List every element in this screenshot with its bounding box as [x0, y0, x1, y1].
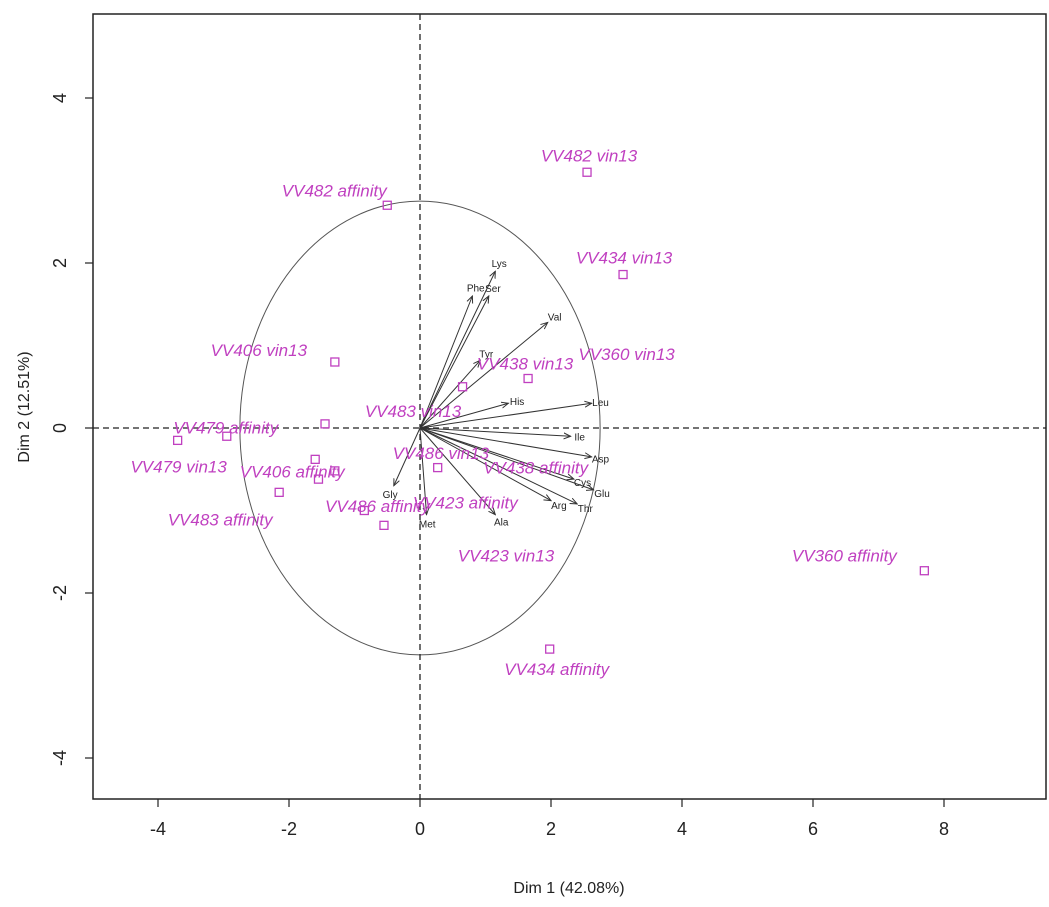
data-point [330, 357, 340, 367]
data-point [457, 382, 468, 392]
x-tick-label: 8 [939, 819, 949, 839]
point-label: VV360 vin13 [578, 345, 675, 364]
data-point [274, 487, 284, 498]
data-point [320, 419, 330, 429]
variable-label: Ile [574, 433, 585, 444]
variable-arrow [419, 427, 594, 490]
data-point [919, 566, 929, 576]
variable-arrow [419, 296, 489, 429]
data-point [582, 167, 592, 177]
data-point [433, 462, 443, 473]
variable-arrow [419, 427, 592, 457]
point-label: VV479 affinity [173, 418, 279, 437]
y-tick-label: -4 [50, 750, 70, 766]
point-label: VV482 affinity [282, 181, 388, 200]
variable-label: Lys [492, 259, 507, 270]
data-point [172, 435, 183, 446]
variable-arrow [419, 427, 427, 515]
variable-label: Glu [594, 489, 610, 500]
y-axis-title: Dim 2 (12.51%) [16, 351, 33, 462]
variable-label: Arg [551, 501, 567, 512]
point-label: VV423 affinity [413, 494, 519, 513]
point-label: VV482 vin13 [541, 146, 638, 165]
data-point [359, 505, 369, 516]
variable-label: Ser [485, 284, 501, 295]
point-label: VV360 affinity [792, 547, 898, 566]
data-point [545, 644, 555, 654]
x-tick-label: -4 [150, 819, 166, 839]
variable-arrow [419, 403, 592, 429]
variable-arrow [419, 427, 574, 479]
point-label: VV423 vin13 [458, 546, 555, 565]
x-tick-label: -2 [281, 819, 297, 839]
variable-label: Leu [592, 398, 609, 409]
variable-label: Ala [494, 517, 509, 528]
y-tick-label: 0 [50, 423, 70, 433]
y-tick-label: 2 [50, 258, 70, 268]
variable-arrow [419, 296, 472, 429]
point-label: VV406 vin13 [211, 341, 308, 360]
point-label: VV434 affinity [504, 660, 610, 679]
data-point [330, 466, 340, 476]
point-label: VV486 affinity [325, 497, 431, 516]
data-point [310, 454, 320, 465]
variable-arrow [419, 427, 551, 501]
variable-label: Gly [383, 490, 398, 501]
variable-arrow [419, 427, 571, 436]
variable-arrow [419, 360, 480, 429]
x-tick-label: 4 [677, 819, 687, 839]
variable-arrow [419, 427, 495, 515]
variable-label: His [510, 397, 524, 408]
variable-arrow [419, 403, 508, 429]
variable-label: Val [548, 313, 562, 324]
point-label: VV438 vin13 [477, 355, 574, 374]
variable-label: Met [419, 520, 436, 531]
variable-label: Asp [592, 454, 610, 465]
data-point [379, 520, 389, 530]
variable-arrow [419, 427, 577, 504]
variable-label: Thr [578, 504, 594, 515]
data-point [313, 474, 324, 484]
data-point [618, 269, 628, 280]
data-point [222, 431, 232, 441]
point-label: VV438 affinity [483, 459, 589, 478]
point-label: VV434 vin13 [576, 249, 673, 268]
variable-label: Phe [467, 284, 485, 295]
x-axis-title: Dim 1 (42.08%) [513, 880, 624, 897]
variable-arrow [419, 322, 548, 429]
point-label: VV486 vin13 [393, 444, 490, 463]
point-label: VV483 affinity [168, 510, 274, 529]
variable-arrow [394, 427, 421, 486]
x-tick-label: 0 [415, 819, 425, 839]
x-tick-label: 2 [546, 819, 556, 839]
point-label: VV479 vin13 [130, 457, 227, 476]
point-label: VV406 affinity [240, 462, 346, 481]
y-tick-label: -2 [50, 585, 70, 601]
x-tick-label: 6 [808, 819, 818, 839]
y-tick-label: 4 [50, 93, 70, 103]
data-point [523, 373, 533, 384]
data-point [382, 200, 392, 210]
point-label: VV483 vin13 [365, 402, 462, 421]
variable-label: Tyr [479, 350, 494, 361]
plot-frame [92, 13, 1047, 800]
variable-label: Cys [574, 478, 591, 489]
